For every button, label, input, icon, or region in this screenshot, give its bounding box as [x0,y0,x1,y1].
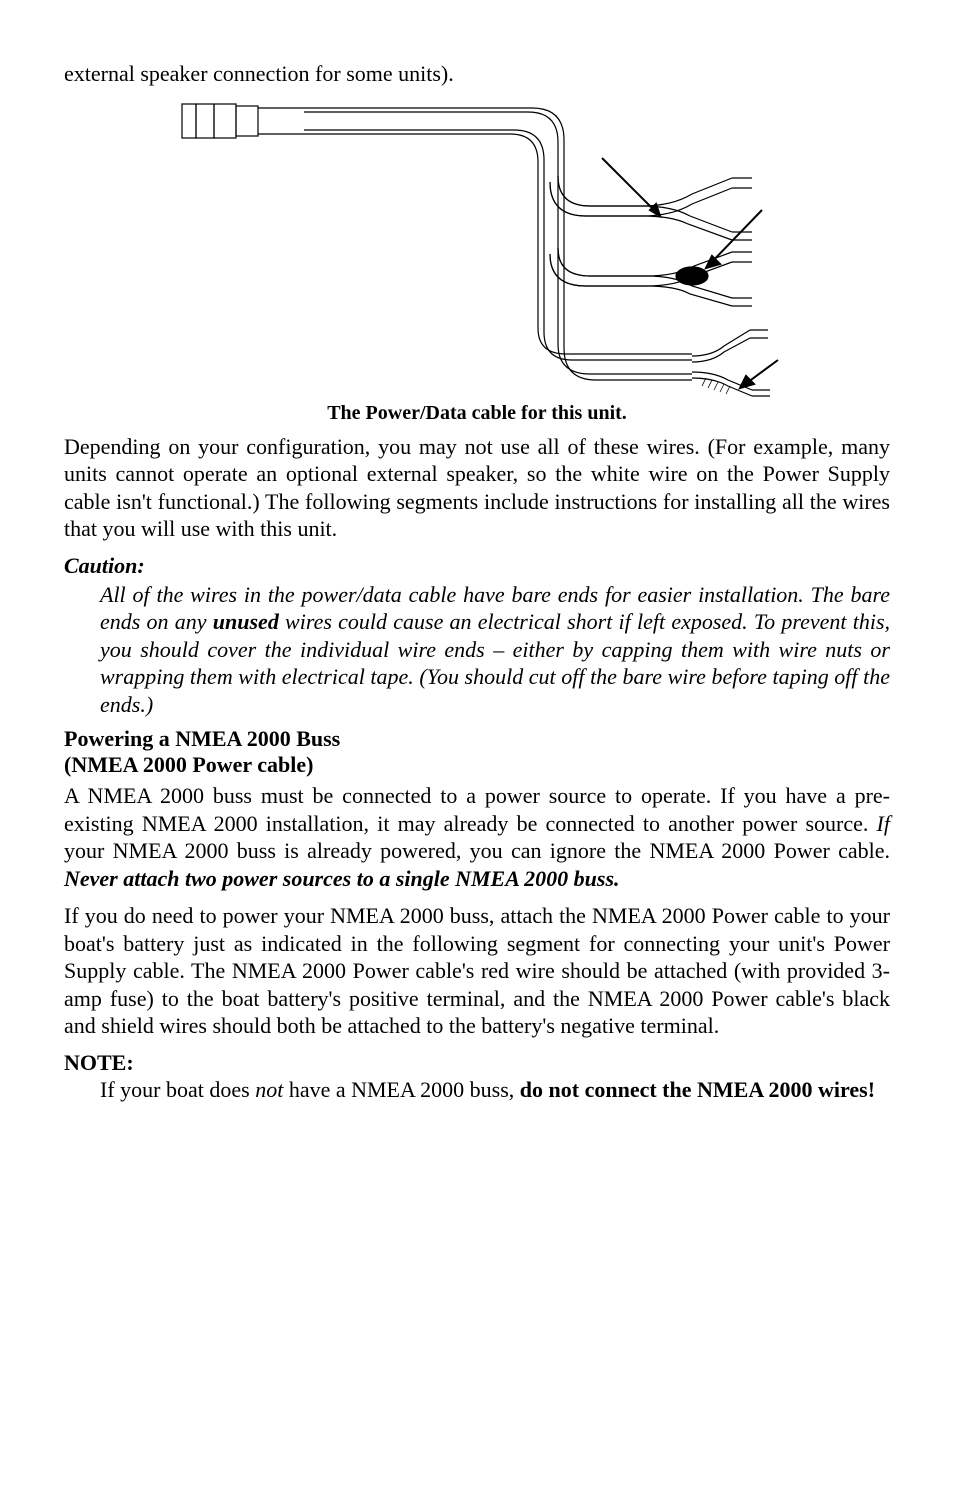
nmea-p1-if: If [877,811,890,836]
caution-heading: Caution: [64,553,890,579]
note-mid: have a NMEA 2000 buss, [283,1077,519,1102]
note-pre: If your boat does [100,1077,255,1102]
cable-diagram [64,98,890,398]
nmea-heading: Powering a NMEA 2000 Buss [64,726,890,752]
note-strong: do not connect the NMEA 2000 wires! [520,1077,875,1102]
note-body: If your boat does not have a NMEA 2000 b… [100,1076,890,1104]
nmea-p1-strong: Never attach two power sources to a sing… [64,866,620,891]
intro-line: external speaker connection for some uni… [64,60,890,88]
caution-strong: unused [213,609,279,634]
nmea-p1: A NMEA 2000 buss must be connected to a … [64,782,890,892]
nmea-p2: If you do need to power your NMEA 2000 b… [64,902,890,1040]
nmea-p1-mid: your NMEA 2000 buss is already powered, … [64,838,890,863]
note-heading: NOTE: [64,1050,890,1076]
nmea-p1-pre: A NMEA 2000 buss must be connected to a … [64,783,890,836]
nmea-subheading: (NMEA 2000 Power cable) [64,752,890,778]
diagram-caption: The Power/Data cable for this unit. [64,402,890,425]
config-paragraph: Depending on your configuration, you may… [64,433,890,543]
caution-body: All of the wires in the power/data cable… [100,581,890,719]
note-not: not [255,1077,283,1102]
